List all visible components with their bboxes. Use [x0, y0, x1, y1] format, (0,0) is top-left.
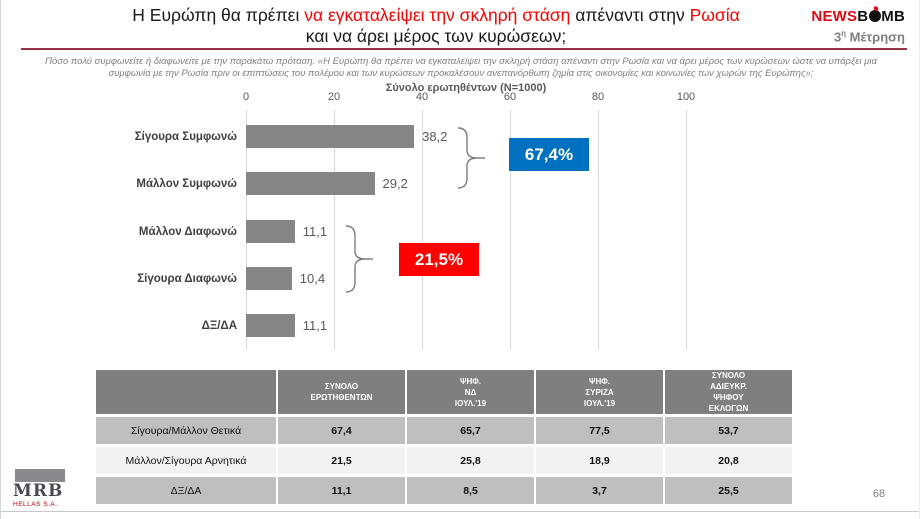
table-row-label: Σίγουρα/Μάλλον Θετικά [96, 417, 276, 444]
gridline [334, 110, 335, 350]
question-line-1: Πόσο πολύ συμφωνείτε ή διαφωνείτε με την… [45, 56, 877, 67]
table-row-label: Μάλλον/Σίγουρα Αρνητικά [96, 447, 276, 474]
table-cell: 20,8 [665, 447, 792, 474]
table-header-cell: ΣΥΝΟΛΟ ΑΔΙΕΥΚΡ. ΨΗΦΟΥ ΕΚΛΟΓΩΝ [665, 370, 792, 414]
bar-chart: 0 20 40 60 80 100 Σίγουρα Συμφωνώ 38,2 Μ… [1, 91, 919, 358]
measurement-label: 3η Μέτρηση [833, 29, 905, 45]
agree-total-callout: 67,4% [509, 138, 589, 171]
x-tick: 100 [676, 91, 696, 103]
page-number: 68 [872, 488, 886, 500]
bar-label: Μάλλον Διαφωνώ [138, 225, 237, 238]
brace-disagree-group-icon [345, 225, 373, 293]
brace-agree-group-icon [457, 127, 485, 189]
table-cell: 8,5 [407, 477, 534, 504]
title-line-1: Η Ευρώπη θα πρέπει να εγκαταλείψει την σ… [61, 5, 811, 26]
bar [246, 267, 292, 290]
table-cell: 25,8 [407, 447, 534, 474]
bomb-spark-icon [872, 5, 879, 12]
table-cell: 77,5 [536, 417, 663, 444]
table-cell: 21,5 [278, 447, 405, 474]
table-header-cell [96, 370, 276, 414]
question-line-2: συμφωνία με την Ρωσία πριν οι επιπτώσεις… [108, 68, 814, 79]
bar-value: 29,2 [382, 176, 408, 191]
bar-row: ΔΞ/ΔΑ 11,1 [1, 314, 919, 337]
gridline [510, 110, 511, 350]
title-part: Η Ευρώπη θα πρέπει [132, 5, 305, 25]
table-cell: 67,4 [278, 417, 405, 444]
newsbomb-logo: NEWSB MB 3η Μέτρηση [811, 5, 905, 45]
table-header-cell: ΣΥΝΟΛΟ ΕΡΩΤΗΘΕΝΤΩΝ [278, 370, 405, 414]
bar [246, 314, 295, 337]
table-row-label: ΔΞ/ΔΑ [96, 477, 276, 504]
page-title: Η Ευρώπη θα πρέπει να εγκαταλείψει την σ… [61, 5, 811, 47]
x-tick: 60 [503, 91, 517, 103]
bomb-icon [868, 5, 881, 22]
mrb-logo-name: MRB [13, 481, 64, 501]
bar-value: 11,1 [302, 318, 328, 333]
bar [246, 125, 415, 148]
table-header-cell: ΨΗΦ. ΣΥΡΙΖΑ ΙΟΥΛ.'19 [536, 370, 663, 414]
mrb-logo-block-icon [15, 469, 65, 482]
bar [246, 172, 375, 195]
disagree-total-callout: 21,5% [399, 243, 479, 276]
bar-label: ΔΞ/ΔΑ [201, 319, 237, 332]
bar-row: Μάλλον Διαφωνώ 11,1 [1, 220, 919, 243]
bar-label: Σίγουρα Διαφωνώ [137, 272, 237, 285]
table-cell: 3,7 [536, 477, 663, 504]
x-tick: 0 [242, 91, 250, 103]
x-tick: 20 [327, 91, 341, 103]
title-part-highlight: να εγκαταλείψει την σκληρή στάση [304, 5, 571, 25]
gridline [686, 110, 687, 350]
table-cell: 25,5 [665, 477, 792, 504]
bar-row: Σίγουρα Συμφωνώ 38,2 [1, 125, 919, 148]
breakdown-table: ΣΥΝΟΛΟ ΕΡΩΤΗΘΕΝΤΩΝ ΨΗΦ. ΝΔ ΙΟΥΛ.'19 ΨΗΦ. ΣΥΡ… [96, 370, 792, 504]
newsbomb-wordmark: NEWSB MB [811, 5, 905, 25]
bar-value: 11,1 [302, 224, 328, 239]
x-axis-ticks: 0 20 40 60 80 100 [242, 91, 695, 105]
table-cell: 65,7 [407, 417, 534, 444]
table-cell: 18,9 [536, 447, 663, 474]
title-line-2: και να άρει μέρος των κυρώσεων; [305, 26, 567, 46]
mrb-logo-subtitle: HELLAS S.A. [13, 501, 58, 508]
bar [246, 220, 295, 243]
x-tick: 80 [591, 91, 605, 103]
footer-divider [1, 511, 919, 512]
bar-label: Σίγουρα Συμφωνώ [134, 130, 237, 143]
bar-value: 38,2 [422, 129, 448, 144]
sample-size-label: Σύνολο ερωτηθέντων (N=1000) [385, 82, 547, 94]
x-tick: 40 [415, 91, 429, 103]
question-text: Πόσο πολύ συμφωνείτε ή διαφωνείτε με την… [16, 56, 906, 80]
title-part: απέναντι στην [570, 5, 690, 25]
bar-row: Σίγουρα Διαφωνώ 10,4 [1, 267, 919, 290]
title-divider [21, 48, 907, 50]
mrb-logo: MRB HELLAS S.A. [13, 469, 67, 508]
bar-row: Μάλλον Συμφωνώ 29,2 [1, 172, 919, 195]
title-part-highlight: Ρωσία [689, 5, 740, 25]
gridline [598, 110, 599, 350]
table-cell: 11,1 [278, 477, 405, 504]
table-cell: 53,7 [665, 417, 792, 444]
bar-label: Μάλλον Συμφωνώ [136, 177, 237, 190]
table-header-cell: ΨΗΦ. ΝΔ ΙΟΥΛ.'19 [407, 370, 534, 414]
gridline [422, 110, 423, 350]
bar-value: 10,4 [299, 271, 326, 286]
